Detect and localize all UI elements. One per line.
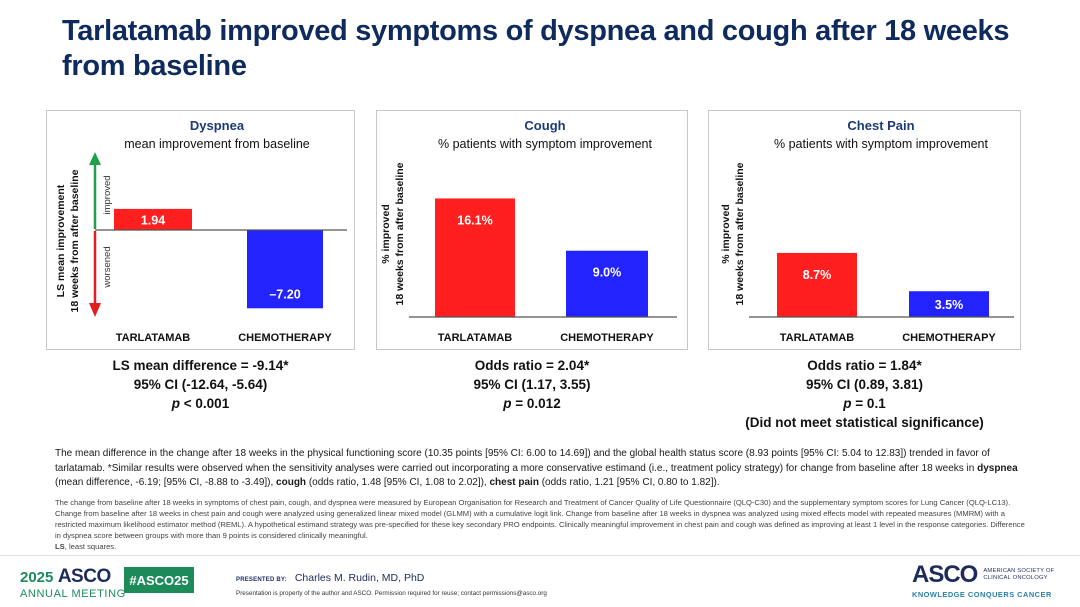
improved-arrow-icon [89,152,101,229]
stat-effect: LS mean difference = -9.14* [112,358,289,373]
data-label-tarlatamab: 8.7% [803,268,832,282]
dyspnea-chart-panel: Dyspnea mean improvement from baseline L… [46,110,355,350]
stat-p: p = 0.012 [376,394,688,413]
org-full-name-line2: CLINICAL ONCOLOGY [983,575,1048,581]
meeting-brand: ASCO [57,566,111,587]
worsened-label: worsened [102,246,113,288]
org-brand: ASCO [912,561,978,588]
p-value: < 0.001 [180,396,230,411]
data-label-chemotherapy: –7.20 [269,287,300,301]
footer-divider [0,555,1080,556]
footnote-text: (odds ratio, 1.21 [95% CI, 0.80 to 1.82]… [538,477,720,488]
cough-chart-panel: Cough % patients with symptom improvemen… [376,110,688,350]
stat-p: p = 0.1 [708,394,1021,413]
category-label-tarlatamab: TARLATAMAB [780,332,855,344]
p-label: p [843,396,852,411]
footnote-bold-dyspnea: dyspnea [977,462,1018,474]
y-axis-label: LS mean improvement 18 weeks from after … [55,169,81,312]
p-value: = 0.012 [511,396,561,411]
meeting-year: 2025 [20,569,54,586]
abbreviation-definition: , least squares. [64,542,117,551]
permission-notice: Presentation is property of the author a… [236,590,547,597]
stat-effect: Odds ratio = 2.04* [474,358,590,373]
data-label-chemotherapy: 9.0% [593,266,622,280]
p-value: = 0.1 [851,396,886,411]
bar-tarlatamab [777,252,857,317]
meeting-subtitle: ANNUAL MEETING [20,588,126,600]
chest-pain-chart: Chest Pain % patients with symptom impro… [720,118,1014,344]
stat-significance-note: (Did not meet statistical significance) [745,415,984,430]
chart-subtitle: % patients with symptom improvement [774,137,988,151]
bar-tarlatamab [435,198,515,317]
dyspnea-stats: LS mean difference = -9.14* 95% CI (-12.… [46,356,355,413]
chart-subtitle: % patients with symptom improvement [438,137,652,151]
y-axis-label-line1: % improved [720,204,732,264]
category-label-chemotherapy: CHEMOTHERAPY [238,332,332,344]
p-label: p [171,396,181,411]
org-tagline: KNOWLEDGE CONQUERS CANCER [912,590,1052,599]
bar-tarlatamab [114,208,192,230]
data-label-tarlatamab: 16.1% [457,213,492,227]
footnote-text: (mean difference, -6.19; [95% CI, -8.88 … [55,477,277,488]
methods-text: The change from baseline after 18 weeks … [55,498,1025,540]
chest-pain-stats: Odds ratio = 1.84* 95% CI (0.89, 3.81) p… [708,356,1021,432]
footnote-bold-chest-pain: chest pain [489,477,539,488]
chest-pain-chart-panel: Chest Pain % patients with symptom impro… [708,110,1021,350]
asco-annual-meeting-logo: 2025 ASCO ANNUAL MEETING [20,566,126,600]
data-label-chemotherapy: 3.5% [935,298,964,312]
slide-title: Tarlatamab improved symptoms of dyspnea … [62,15,1010,82]
y-axis-label-line2: 18 weeks from after baseline [734,162,746,305]
stat-p: p < 0.001 [46,394,355,413]
chart-title: Cough [524,118,565,133]
dyspnea-chart: Dyspnea mean improvement from baseline L… [55,118,347,344]
footnote: The mean difference in the change after … [55,447,1030,491]
category-label-tarlatamab: TARLATAMAB [438,332,513,344]
data-label-tarlatamab: 1.94 [141,213,165,227]
abbreviation-term: LS [55,542,65,551]
category-label-chemotherapy: CHEMOTHERAPY [560,332,654,344]
presented-by-label: PRESENTED BY: [236,577,287,583]
chart-subtitle: mean improvement from baseline [124,137,310,151]
worsened-arrow-icon [89,231,101,317]
org-full-name: AMERICAN SOCIETY OF CLINICAL ONCOLOGY [983,568,1054,582]
stat-ci: 95% CI (-12.64, -5.64) [133,377,268,392]
presenter-block: PRESENTED BY: Charles M. Rudin, MD, PhD P… [236,568,547,597]
bar-chemotherapy [566,250,648,317]
footnote-text: The mean difference in the change after … [55,448,990,474]
footnote-text: (odds ratio, 1.48 [95% CI, 1.08 to 2.02]… [306,477,490,488]
y-axis-label-line1: % improved [380,204,392,264]
hashtag-badge: #ASCO25 [124,567,194,593]
asco-society-logo: ASCO AMERICAN SOCIETY OF CLINICAL ONCOLOG… [912,561,1062,600]
improved-label: improved [102,175,113,214]
stat-ci: 95% CI (1.17, 3.55) [473,377,591,392]
y-axis-label-line1: LS mean improvement [55,184,67,297]
presenter-name: Charles M. Rudin, MD, PhD [294,572,425,584]
y-axis-label-line2: 18 weeks from after baseline [394,162,406,305]
bar-chemotherapy [909,291,989,317]
category-label-chemotherapy: CHEMOTHERAPY [902,332,996,344]
y-axis-label-line2: 18 weeks from after baseline [69,169,81,312]
org-full-name-line1: AMERICAN SOCIETY OF [983,568,1055,574]
stat-ci: 95% CI (0.89, 3.81) [805,377,924,392]
cough-stats: Odds ratio = 2.04* 95% CI (1.17, 3.55) p… [376,356,688,413]
cough-chart: Cough % patients with symptom improvemen… [380,118,677,344]
p-label: p [503,396,512,411]
footnote-bold-cough: cough [276,477,307,488]
methods-fineprint: The change from baseline after 18 weeks … [55,497,1030,552]
category-label-tarlatamab: TARLATAMAB [116,332,191,344]
chart-title: Chest Pain [847,118,914,133]
stat-effect: Odds ratio = 1.84* [807,358,922,373]
bar-chemotherapy [247,230,323,309]
chart-title: Dyspnea [190,118,245,133]
